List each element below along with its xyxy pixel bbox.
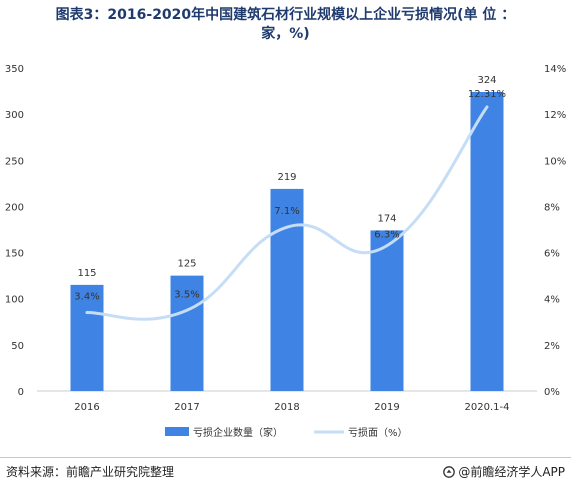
left-axis-tick-label: 100	[5, 295, 24, 306]
chart-title: 图表3：2016-2020年中国建筑石材行业规模以上企业亏损情况(单 位 ： 家…	[0, 6, 571, 44]
right-axis-tick-label: 6%	[544, 249, 560, 260]
bar	[170, 275, 204, 391]
right-axis-tick-label: 0%	[544, 387, 560, 398]
left-axis-tick-label: 350	[5, 64, 24, 75]
x-axis-tick-label: 2020.1-4	[465, 402, 510, 413]
brand-credit: @前瞻经济学人APP	[443, 463, 565, 480]
bar	[470, 91, 504, 391]
bar-value-label: 115	[77, 268, 96, 279]
x-axis-tick-label: 2018	[274, 402, 299, 413]
footer-divider	[0, 457, 571, 458]
bar-value-label: 174	[377, 213, 396, 224]
x-axis-tick-label: 2019	[374, 402, 399, 413]
bar	[370, 230, 404, 391]
loss-rate-line	[85, 105, 489, 321]
legend-bar-swatch	[165, 427, 189, 436]
right-axis-tick-label: 12%	[544, 110, 566, 121]
legend-bar-label: 亏损企业数量（家）	[193, 426, 283, 439]
brand-logo-icon	[443, 465, 456, 478]
chart-title-line1: 图表3：2016-2020年中国建筑石材行业规模以上企业亏损情况(单 位 ：	[55, 7, 516, 23]
right-axis-tick-label: 14%	[544, 64, 566, 75]
left-axis-tick-label: 250	[5, 156, 24, 167]
left-axis-tick-label: 0	[18, 387, 24, 398]
line-value-label: 3.5%	[174, 289, 199, 300]
line-value-label: 3.4%	[74, 292, 99, 303]
right-axis-tick-label: 2%	[544, 341, 560, 352]
brand-text: @前瞻经济学人APP	[458, 465, 565, 479]
left-axis-tick-label: 50	[11, 341, 24, 352]
bar	[70, 284, 104, 391]
right-axis-tick-label: 4%	[544, 295, 560, 306]
legend-line-label: 亏损面（%）	[348, 426, 408, 439]
left-axis-tick-label: 200	[5, 202, 24, 213]
bar-value-label: 324	[477, 75, 496, 86]
line-value-label: 7.1%	[274, 206, 299, 217]
x-axis-tick-label: 2017	[174, 402, 199, 413]
bar-value-label: 219	[277, 172, 296, 183]
bar-value-label: 125	[177, 259, 196, 270]
left-axis-tick-label: 300	[5, 110, 24, 121]
x-axis-tick-label: 2016	[74, 402, 99, 413]
line-value-label: 12.31%	[468, 89, 506, 100]
right-axis-tick-label: 10%	[544, 156, 566, 167]
left-axis-tick-label: 150	[5, 249, 24, 260]
source-note: 资料来源：前瞻产业研究院整理	[6, 465, 175, 479]
chart-title-line2: 家，%)	[261, 26, 310, 42]
right-axis-tick-label: 8%	[544, 202, 560, 213]
bar	[270, 188, 304, 391]
line-value-label: 6.3%	[374, 229, 399, 240]
